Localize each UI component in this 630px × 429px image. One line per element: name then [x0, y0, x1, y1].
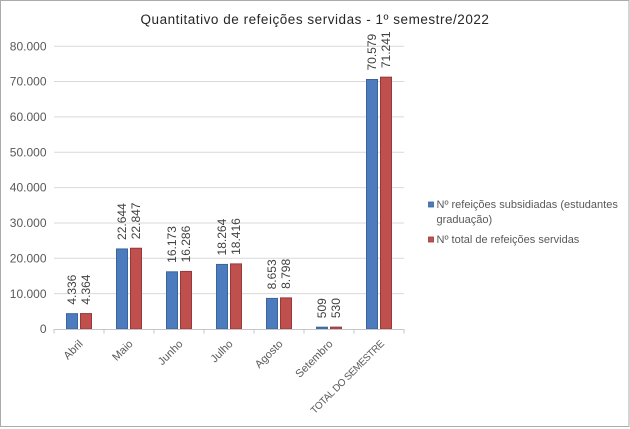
- svg-text:22.644: 22.644: [115, 203, 129, 240]
- svg-text:10.000: 10.000: [10, 287, 47, 301]
- svg-text:71.241: 71.241: [379, 31, 393, 68]
- svg-text:4.364: 4.364: [79, 274, 93, 304]
- svg-text:Quantitativo de refeições serv: Quantitativo de refeições servidas - 1º …: [141, 12, 490, 27]
- svg-text:30.000: 30.000: [10, 216, 47, 230]
- svg-text:20.000: 20.000: [10, 251, 47, 265]
- svg-text:16.173: 16.173: [165, 226, 179, 263]
- svg-text:18.264: 18.264: [215, 218, 229, 255]
- svg-text:8.798: 8.798: [279, 259, 293, 289]
- svg-text:22.847: 22.847: [129, 202, 143, 239]
- svg-text:Nº refeições subsidiadas (estu: Nº refeições subsidiadas (estudantes: [437, 199, 619, 211]
- svg-text:530: 530: [329, 298, 343, 318]
- svg-text:80.000: 80.000: [10, 39, 47, 53]
- svg-text:graduação): graduação): [437, 214, 493, 226]
- svg-text:18.416: 18.416: [229, 218, 243, 255]
- svg-text:50.000: 50.000: [10, 145, 47, 159]
- svg-text:40.000: 40.000: [10, 181, 47, 195]
- svg-text:16.286: 16.286: [179, 225, 193, 262]
- svg-text:0: 0: [40, 322, 47, 336]
- svg-text:Nº total de refeições servidas: Nº total de refeições servidas: [437, 234, 580, 246]
- svg-text:60.000: 60.000: [10, 110, 47, 124]
- svg-text:70.579: 70.579: [365, 33, 379, 70]
- svg-text:8.653: 8.653: [265, 259, 279, 289]
- svg-text:70.000: 70.000: [10, 75, 47, 89]
- svg-text:4.336: 4.336: [65, 274, 79, 304]
- svg-text:509: 509: [315, 298, 329, 318]
